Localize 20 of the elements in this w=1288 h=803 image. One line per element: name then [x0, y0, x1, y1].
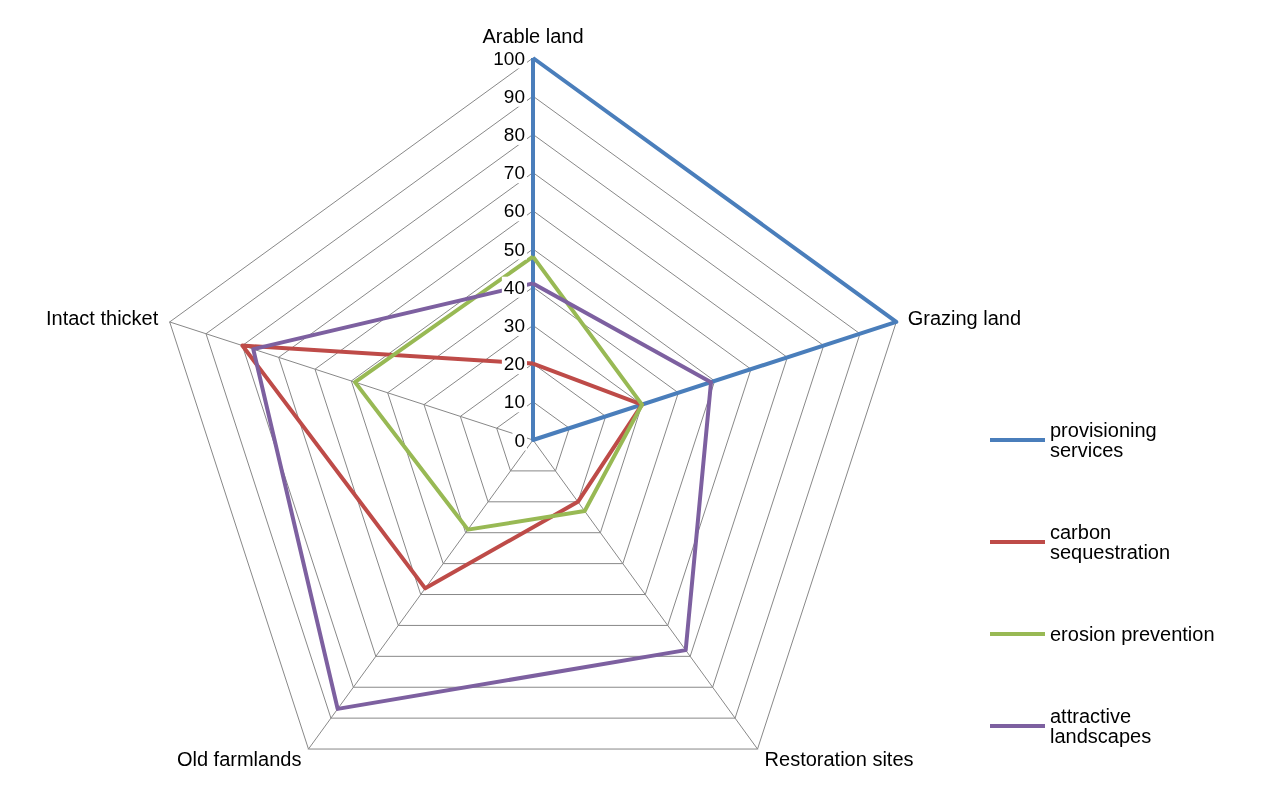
y-tick-label: 100	[493, 47, 525, 69]
y-tick-label: 40	[503, 276, 525, 298]
y-tick-label: 30	[503, 314, 525, 336]
y-tick-label: 80	[503, 123, 525, 145]
legend-label: carbon sequestration	[1050, 521, 1171, 563]
spoke-label: Arable land	[482, 25, 584, 47]
spoke-label: Intact thicket	[46, 307, 159, 330]
y-tick-label: 70	[503, 162, 525, 184]
y-tick-label: 0	[514, 429, 525, 451]
legend-label: provisioning services	[1050, 419, 1163, 461]
y-tick-label: 20	[503, 353, 525, 375]
spoke-label: Grazing land	[907, 307, 1022, 330]
legend-label: erosion prevention	[1050, 623, 1215, 645]
y-tick-label: 50	[503, 238, 525, 260]
y-tick-label: 60	[503, 200, 525, 222]
spoke-label: Old farmlands	[176, 747, 302, 770]
y-tick-label: 10	[503, 391, 525, 413]
legend-label: attractive landscapes	[1050, 705, 1152, 747]
spoke-label: Restoration sites	[764, 747, 914, 770]
y-tick-label: 90	[503, 85, 525, 107]
